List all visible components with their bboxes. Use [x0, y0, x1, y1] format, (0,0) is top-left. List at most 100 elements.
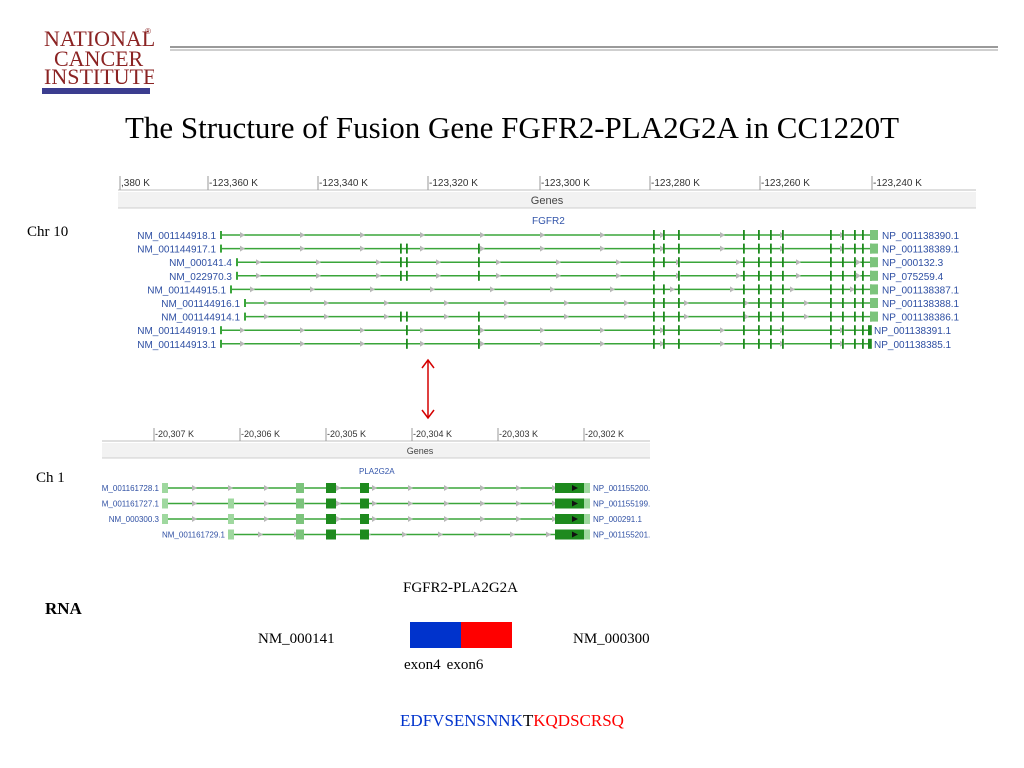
track-header [102, 443, 650, 458]
strand-arrow-icon [684, 313, 689, 320]
exon-block [326, 529, 336, 540]
exon-block [743, 311, 745, 322]
strand-arrow-icon [474, 531, 479, 538]
exon-block [830, 311, 832, 322]
exon-block [758, 270, 760, 281]
strand-arrow-icon [504, 313, 509, 320]
nci-logo-graphic: NATIONAL ® CANCER INSTITUTE [42, 26, 154, 94]
exon-block [406, 338, 408, 349]
transcript-end-mark [868, 338, 870, 349]
strand-arrow-icon [684, 300, 689, 306]
strand-arrow-icon [744, 300, 749, 306]
utr-block [584, 483, 590, 493]
strand-arrow-icon [372, 516, 377, 522]
exon-block [842, 298, 844, 308]
protein-id-label: NP_000132.3 [882, 258, 944, 269]
strand-arrow-icon [420, 327, 425, 334]
exon-block [770, 257, 772, 268]
exon-block [743, 338, 745, 349]
strand-arrow-icon [552, 485, 557, 491]
exon-block [663, 243, 665, 254]
exon-block [653, 338, 655, 349]
exon-block [678, 270, 680, 281]
transcript-id-label: NM_001144919.1 [137, 326, 216, 337]
strand-arrow-icon [316, 272, 321, 279]
strand-arrow-icon [228, 485, 233, 491]
protein-id-label: NP_001155201.1 [593, 531, 650, 540]
exon-block [296, 514, 304, 524]
strand-arrow-icon [480, 516, 485, 522]
exon-block [758, 243, 760, 254]
ruler-tick-label: -20,305 K [327, 429, 366, 439]
strand-arrow-icon [264, 313, 269, 320]
exon-block [400, 257, 402, 268]
strand-arrow-icon [616, 272, 621, 279]
exon-block [782, 298, 784, 308]
strand-arrow-icon [444, 516, 449, 522]
strand-arrow-icon [796, 259, 801, 266]
protein-id-label: NP_001138385.1 [874, 340, 952, 351]
strand-arrow-icon [370, 286, 375, 293]
exon-block [296, 498, 304, 509]
exon-block [830, 257, 832, 268]
exon-block [854, 243, 856, 254]
exon-block [478, 257, 480, 268]
chr1-label: Ch 1 [36, 470, 65, 486]
strand-arrow-icon [264, 516, 269, 522]
strand-arrow-icon [480, 500, 485, 507]
exon-block [830, 338, 832, 349]
exon-block [406, 270, 408, 281]
exon-block [406, 311, 408, 322]
track-header [118, 192, 976, 208]
utr-block [162, 498, 168, 509]
transcript-start-mark [220, 326, 222, 335]
strand-arrow-icon [444, 313, 449, 320]
strand-arrow-icon [856, 259, 861, 266]
strand-arrow-icon [264, 485, 269, 491]
ruler-tick-label: -123,320 K [429, 178, 478, 189]
ruler-tick-label: -123,240 K [873, 178, 922, 189]
exon-block [678, 338, 680, 349]
utr-block [228, 529, 234, 540]
strand-arrow-icon [804, 300, 809, 306]
protein-id-label: NP_075259.4 [882, 272, 944, 283]
utr-block [870, 257, 878, 268]
exon-block [842, 257, 844, 268]
strand-arrow-icon [256, 259, 261, 266]
strand-arrow-icon [240, 340, 245, 347]
strand-arrow-icon [744, 313, 749, 320]
exon-block [782, 257, 784, 268]
strand-arrow-icon [516, 516, 521, 522]
ruler-tick-label: -123,360 K [209, 178, 258, 189]
exon-block [758, 257, 760, 268]
strand-arrow-icon [480, 232, 485, 238]
sequence-fgfr2-part: EDFVSENSNNK [400, 711, 523, 730]
logo-line-institute: INSTITUTE [44, 64, 154, 89]
utr-block [584, 498, 590, 509]
strand-arrow-icon [436, 259, 441, 266]
exon-block [842, 243, 844, 254]
protein-id-label: NP_001155200.1 [593, 484, 650, 493]
strand-arrow-icon [444, 485, 449, 491]
exon-block [478, 311, 480, 322]
exon-block [400, 270, 402, 281]
exon-block [862, 284, 864, 295]
strand-arrow-icon [360, 232, 365, 238]
strand-arrow-icon [540, 245, 545, 252]
pla2g2a-exon6-block [461, 622, 512, 648]
ruler-tick-label: -123,300 K [541, 178, 590, 189]
strand-arrow-icon [564, 300, 569, 306]
strand-arrow-icon [572, 531, 578, 538]
strand-arrow-icon [258, 531, 263, 538]
exon-block [653, 230, 655, 240]
transcript-start-mark [236, 258, 238, 267]
exon-block [862, 230, 864, 240]
pla2g2a-genome-panel: -20,307 K -20,306 K -20,305 K -20,304 K -20,… [102, 424, 650, 544]
strand-arrow-icon [384, 313, 389, 320]
strand-arrow-icon [408, 516, 413, 522]
transcript-id-label: NM_001161729.1 [162, 531, 226, 540]
transcript-start-mark [220, 339, 222, 348]
exon-block [770, 284, 772, 295]
strand-arrow-icon [540, 327, 545, 334]
exon-block [842, 325, 844, 336]
